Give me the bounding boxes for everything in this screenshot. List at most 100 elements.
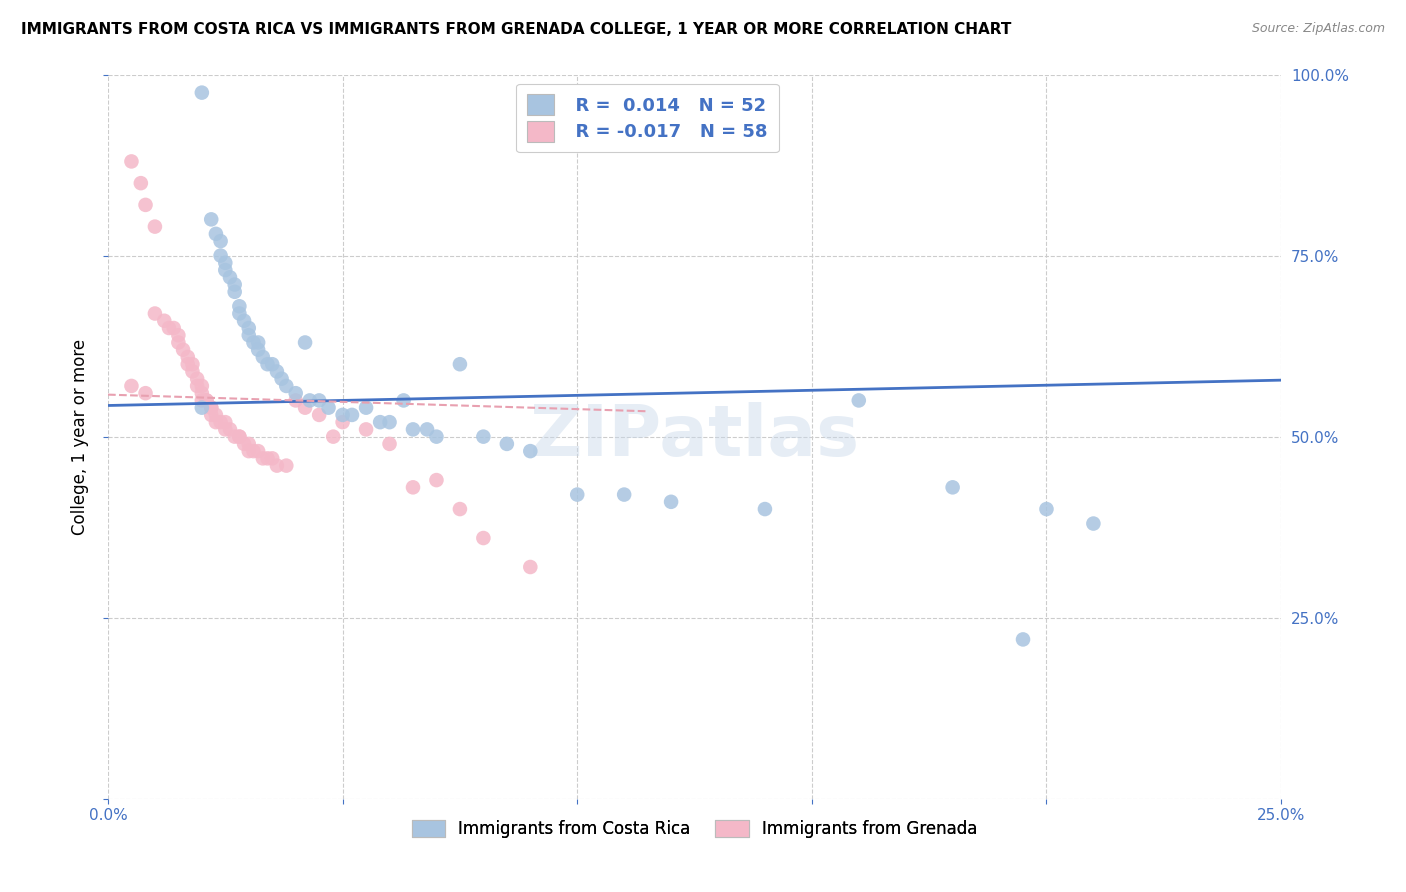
Point <box>425 473 447 487</box>
Point <box>495 437 517 451</box>
Point <box>209 415 232 429</box>
Point <box>135 386 157 401</box>
Point <box>354 422 377 436</box>
Point <box>120 379 142 393</box>
Point <box>120 154 142 169</box>
Point <box>252 350 274 364</box>
Point <box>200 401 222 415</box>
Point <box>567 487 589 501</box>
Point <box>340 408 363 422</box>
Point <box>143 219 166 234</box>
Point <box>195 393 218 408</box>
Point <box>191 86 214 100</box>
Y-axis label: College, 1 year or more: College, 1 year or more <box>72 339 89 534</box>
Text: Source: ZipAtlas.com: Source: ZipAtlas.com <box>1251 22 1385 36</box>
Point <box>256 357 278 371</box>
Point <box>242 444 264 458</box>
Point <box>332 408 354 422</box>
Point <box>354 401 377 415</box>
Point <box>472 531 495 545</box>
Point <box>214 415 236 429</box>
Point <box>308 408 330 422</box>
Point <box>167 335 190 350</box>
Point <box>228 306 250 320</box>
Point <box>172 343 194 357</box>
Point <box>659 495 682 509</box>
Point <box>195 393 218 408</box>
Point <box>392 393 415 408</box>
Point <box>613 487 636 501</box>
Point <box>308 393 330 408</box>
Point <box>238 321 260 335</box>
Point <box>153 314 176 328</box>
Point <box>200 401 222 415</box>
Point <box>219 270 242 285</box>
Point <box>200 408 222 422</box>
Point <box>266 458 288 473</box>
Point <box>228 430 250 444</box>
Point <box>191 401 214 415</box>
Point <box>754 502 776 516</box>
Point <box>163 321 186 335</box>
Point <box>224 277 246 292</box>
Point <box>402 422 425 436</box>
Point <box>519 560 541 574</box>
Point <box>262 451 284 466</box>
Point <box>205 408 228 422</box>
Point <box>472 430 495 444</box>
Point <box>294 401 316 415</box>
Point <box>378 437 401 451</box>
Point <box>214 422 236 436</box>
Legend: Immigrants from Costa Rica, Immigrants from Grenada: Immigrants from Costa Rica, Immigrants f… <box>405 814 984 845</box>
Point <box>294 335 316 350</box>
Point <box>224 285 246 299</box>
Point <box>233 437 256 451</box>
Point <box>942 480 965 494</box>
Point <box>247 444 270 458</box>
Point <box>284 386 307 401</box>
Point <box>228 299 250 313</box>
Point <box>224 430 246 444</box>
Point <box>276 379 298 393</box>
Point <box>214 256 236 270</box>
Point <box>402 480 425 494</box>
Point <box>157 321 180 335</box>
Point <box>1083 516 1105 531</box>
Point <box>256 451 278 466</box>
Point <box>247 343 270 357</box>
Point <box>205 415 228 429</box>
Point <box>209 249 232 263</box>
Point <box>209 234 232 248</box>
Point <box>262 357 284 371</box>
Point <box>284 393 307 408</box>
Point <box>181 357 204 371</box>
Text: ZIPatlas: ZIPatlas <box>530 402 859 471</box>
Point <box>167 328 190 343</box>
Point <box>449 357 471 371</box>
Point <box>238 444 260 458</box>
Point <box>378 415 401 429</box>
Point <box>848 393 870 408</box>
Point <box>214 263 236 277</box>
Point <box>368 415 391 429</box>
Point <box>186 379 208 393</box>
Point <box>449 502 471 516</box>
Point <box>238 328 260 343</box>
Point <box>135 198 157 212</box>
Point <box>1012 632 1035 647</box>
Point <box>143 306 166 320</box>
Point <box>200 212 222 227</box>
Point <box>1035 502 1057 516</box>
Point <box>318 401 340 415</box>
Point <box>191 386 214 401</box>
Point <box>425 430 447 444</box>
Point <box>186 372 208 386</box>
Point <box>129 176 152 190</box>
Point <box>266 364 288 378</box>
Point <box>519 444 541 458</box>
Point <box>270 372 292 386</box>
Point <box>191 379 214 393</box>
Point <box>252 451 274 466</box>
Point <box>238 437 260 451</box>
Point <box>228 430 250 444</box>
